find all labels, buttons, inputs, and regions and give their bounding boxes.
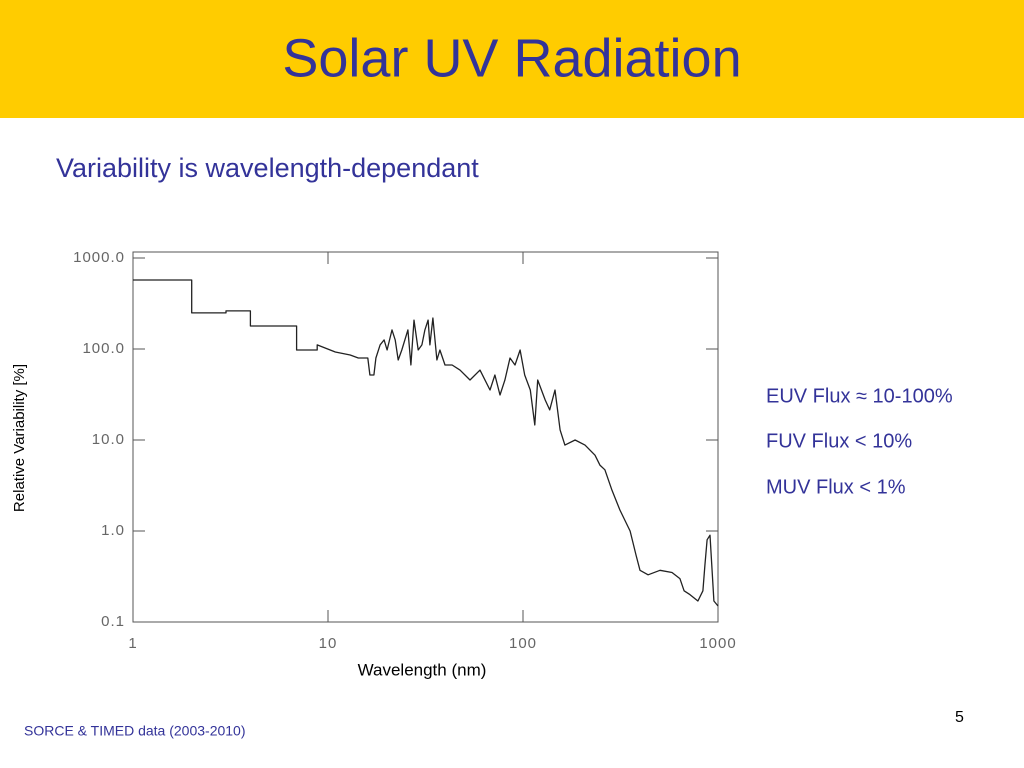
page-number: 5 (955, 709, 964, 726)
x-tick-label: 10 (319, 635, 338, 652)
bullet: EUV Flux ≈ 10-100% (766, 385, 953, 407)
plot-frame (132, 251, 719, 623)
x-tick-label: 1 (128, 635, 137, 652)
x-tick-label: 1000 (699, 635, 736, 652)
slide-title: Solar UV Radiation (282, 28, 741, 88)
y-tick-label: 100.0 (82, 340, 125, 357)
x-tick-label: 100 (509, 635, 537, 652)
title-banner (0, 0, 1024, 118)
y-tick-label: 0.1 (101, 613, 125, 630)
y-tick-label: 1.0 (101, 522, 125, 539)
bullet: FUV Flux < 10% (766, 430, 912, 452)
subtitle: Variability is wavelength-dependant (56, 153, 479, 183)
footer: SORCE & TIMED data (2003-2010) (24, 723, 246, 739)
x-axis-label: Wavelength (nm) (358, 660, 487, 679)
y-tick-label: 10.0 (92, 431, 125, 448)
y-tick-label: 1000.0 (73, 249, 125, 266)
data-line (133, 279, 719, 607)
y-axis-label: Relative Variability [%] (11, 364, 28, 512)
bullet: MUV Flux < 1% (766, 476, 906, 498)
